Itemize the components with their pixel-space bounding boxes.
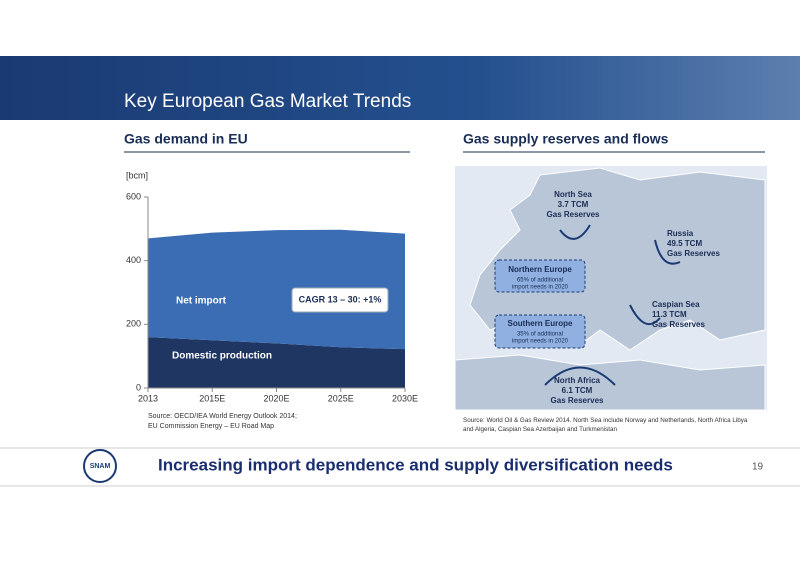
box-title: Southern Europe (508, 319, 573, 328)
box-title: Northern Europe (508, 265, 572, 274)
y-axis-label: [bcm] (126, 170, 148, 180)
flow (559, 224, 591, 240)
source-line: EU Commission Energy – EU Road Map (148, 423, 274, 430)
box-text: import needs in 2020 (512, 339, 569, 345)
annotation: CAGR 13 – 30: +1% (299, 294, 382, 304)
land (454, 354, 766, 411)
header-band (0, 56, 800, 120)
x-tick-label: 2013 (138, 393, 158, 403)
flow (654, 239, 681, 265)
slide-title: Key European Gas Market Trends (124, 91, 411, 112)
map-label: Gas Reserves (667, 249, 720, 258)
series-label: Domestic production (172, 351, 272, 362)
x-tick-label: 2025E (328, 393, 354, 403)
map-label: 11.3 TCM (652, 310, 687, 319)
map-label: Gas Reserves (551, 396, 604, 405)
source-line: and Algeria, Caspian Sea Azerbaijan and … (463, 426, 618, 433)
source-line: Source: OECD/IEA World Energy Outlook 20… (148, 413, 297, 420)
map-label: North Sea (554, 190, 592, 199)
map-label: 49.5 TCM (667, 239, 702, 248)
y-tick-label: 600 (126, 191, 141, 201)
map-label: 6.1 TCM (562, 386, 593, 395)
left-heading: Gas demand in EU (124, 131, 248, 147)
y-tick-label: 400 (126, 255, 141, 265)
source: Source: OECD/IEA World Energy Outlook 20… (148, 413, 297, 430)
y-tick-label: 0 (136, 382, 141, 392)
logo (83, 449, 117, 483)
area (148, 337, 405, 388)
logo-text: SNAM (90, 463, 111, 470)
area (148, 229, 405, 350)
region-box (494, 314, 586, 349)
area-chart: [bcm] 0 200 400 600 2013 2015E 2020E 2025E 2030E D… (126, 170, 418, 403)
box-text: 65% of additional (517, 278, 563, 284)
map-label: Russia (667, 229, 694, 238)
source-line: Source: World Oil & Gas Review 2014. Nor… (463, 417, 748, 424)
flow (544, 366, 616, 386)
map-label: Caspian Sea (652, 300, 700, 309)
map-label: Gas Reserves (652, 320, 705, 329)
footer-message: Increasing import dependence and supply … (158, 455, 673, 474)
flow (629, 304, 661, 326)
region-box (494, 259, 586, 293)
source: Source: World Oil & Gas Review 2014. Nor… (463, 417, 748, 433)
page-number: 19 (752, 462, 764, 473)
x-tick-label: 2030E (392, 393, 418, 403)
annotation-box (291, 287, 389, 313)
y-tick-label: 200 (126, 319, 141, 329)
right-heading: Gas supply reserves and flows (463, 131, 669, 147)
map-label: 3.7 TCM (558, 200, 589, 209)
map (454, 166, 767, 411)
x-tick-label: 2020E (263, 393, 289, 403)
box-text: import needs in 2020 (512, 285, 569, 291)
series-label: Net import (176, 296, 227, 307)
map-label: North Africa (554, 376, 600, 385)
x-tick-label: 2015E (199, 393, 225, 403)
box-text: 35% of additional (517, 332, 563, 338)
map-label: Gas Reserves (547, 210, 600, 219)
